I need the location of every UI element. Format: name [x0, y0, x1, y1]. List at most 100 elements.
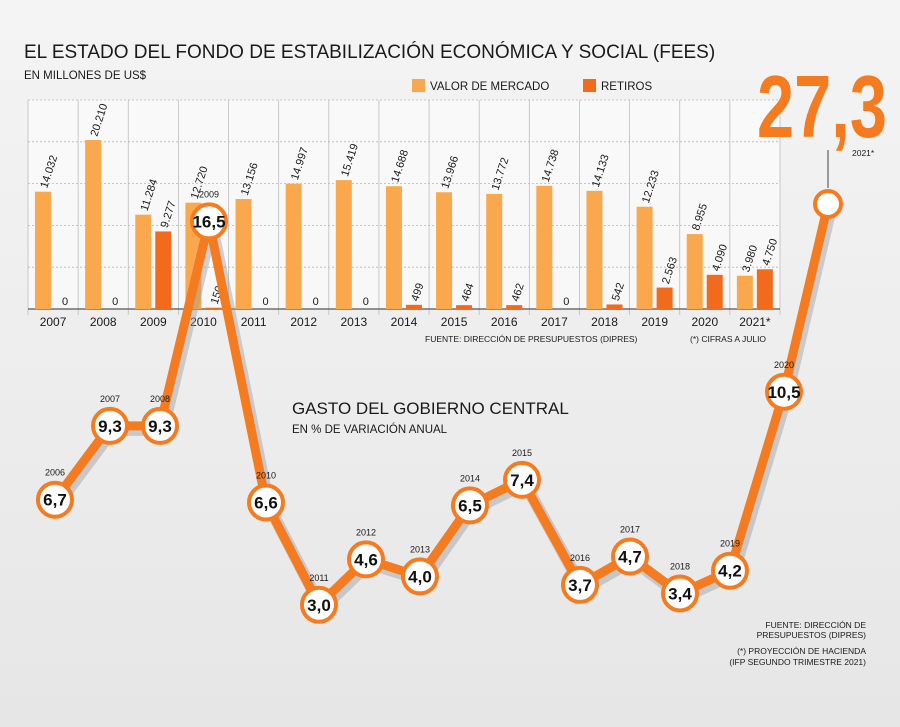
bar-label-withdrawals-2016: 462 — [510, 282, 527, 303]
point-value-2019: 4,2 — [718, 562, 742, 581]
point-marker-2017 — [611, 537, 649, 576]
bar-market-value-2007 — [35, 191, 51, 309]
bar-plot-background — [28, 100, 780, 309]
point-value-2018: 3,4 — [668, 584, 692, 603]
point-year-2016: 2016 — [570, 553, 590, 563]
bar-year-2021*: 2021* — [739, 315, 771, 329]
bar-label-withdrawals-2015: 464 — [460, 282, 477, 303]
bar-chart-title: EL ESTADO DEL FONDO DE ESTABILIZACIÓN EC… — [24, 41, 715, 63]
line-chart-footnote-line2: (IFP SEGUNDO TRIMESTRE 2021) — [729, 657, 866, 667]
bar-market-value-2013 — [335, 180, 352, 309]
bar-withdrawals-2018 — [606, 304, 623, 309]
bar-label-withdrawals-2012: 0 — [313, 296, 319, 308]
point-value-2013: 4,0 — [408, 567, 432, 586]
point-year-2018: 2018 — [670, 561, 690, 571]
bar-market-value-2009 — [135, 214, 152, 309]
bar-withdrawals-2015 — [456, 305, 473, 309]
line-chart-subtitle: EN % DE VARIACIÓN ANUAL — [292, 423, 448, 436]
bar-market-value-2011 — [235, 199, 252, 309]
point-marker-2020 — [765, 372, 803, 411]
bar-label-withdrawals-2013: 0 — [363, 296, 369, 308]
bar-withdrawals-2020 — [706, 274, 723, 309]
bar-withdrawals-2016 — [506, 305, 523, 309]
bar-label-withdrawals-2014: 499 — [409, 282, 426, 303]
point-marker-2007 — [91, 406, 129, 445]
point-marker-2021* — [813, 189, 843, 219]
point-marker-2006 — [36, 480, 74, 519]
bar-year-2007: 2007 — [40, 315, 67, 329]
point-value-2009: 16,5 — [192, 212, 225, 231]
line-chart-source-line1: FUENTE: DIRECCIÓN DE — [765, 620, 866, 630]
bar-label-withdrawals-2018: 542 — [610, 281, 627, 302]
bar-year-2015: 2015 — [441, 315, 468, 329]
bar-market-value-2008 — [85, 140, 102, 309]
bar-year-2018: 2018 — [591, 315, 618, 329]
legend-swatch-market-value — [412, 79, 425, 92]
point-marker-2011 — [300, 585, 338, 624]
bar-market-value-2018 — [586, 190, 603, 309]
point-year-2010: 2010 — [256, 471, 276, 481]
point-year-2015: 2015 — [512, 448, 532, 458]
point-marker-2013 — [401, 557, 439, 596]
bar-label-withdrawals-2017: 0 — [563, 296, 569, 308]
point-marker-2014 — [451, 486, 489, 525]
line-series-spending — [50, 199, 833, 610]
line-chart-source-line2: PRESUPUESTOS (DIPRES) — [757, 630, 867, 640]
bar-market-value-2017 — [536, 185, 553, 309]
point-value-2007: 9,3 — [98, 417, 122, 436]
point-year-2019: 2019 — [720, 539, 740, 549]
point-marker-2015 — [503, 460, 541, 499]
bar-chart-source: FUENTE: DIRECCIÓN DE PRESUPUESTOS (DIPRE… — [425, 334, 638, 344]
bar-label-withdrawals-2008: 0 — [112, 296, 118, 308]
bar-label-withdrawals-2011: 0 — [262, 296, 268, 308]
legend-swatch-withdrawals — [583, 79, 596, 92]
bar-year-2017: 2017 — [541, 315, 568, 329]
point-value-2014: 6,5 — [458, 496, 482, 515]
point-value-2010: 6,6 — [254, 494, 278, 513]
bar-withdrawals-2010 — [205, 307, 222, 309]
point-value-2011: 3,0 — [307, 596, 331, 615]
line-chart-title: GASTO DEL GOBIERNO CENTRAL — [292, 399, 569, 418]
point-year-2017: 2017 — [620, 525, 640, 535]
line-chart-plot: 6,7 2006 9,3 2007 9,3 2008 16,5 2009 6,6 2010 3,0 2… — [36, 150, 843, 624]
bar-market-value-2020 — [686, 234, 703, 309]
bar-year-2019: 2019 — [641, 315, 668, 329]
bar-year-2016: 2016 — [491, 315, 518, 329]
line-chart-footnote-line1: (*) PROYECCIÓN DE HACIENDA — [737, 646, 866, 656]
bar-chart-footnote: (*) CIFRAS A JULIO — [690, 334, 766, 344]
bar-chart-subtitle: EN MILLONES DE US$ — [24, 70, 147, 82]
point-value-2020: 10,5 — [767, 383, 800, 402]
bar-year-2020: 2020 — [691, 315, 718, 329]
point-marker-2008 — [141, 406, 179, 445]
point-year-2020: 2020 — [774, 360, 794, 370]
bar-withdrawals-2019 — [656, 287, 673, 309]
point-marker-2010 — [247, 483, 285, 522]
bar-market-value-2019 — [636, 206, 653, 309]
point-marker-2019 — [711, 551, 749, 590]
point-marker-2012 — [347, 540, 385, 579]
bar-market-value-2015 — [436, 192, 453, 309]
bar-year-2012: 2012 — [290, 315, 317, 329]
point-year-2013: 2013 — [410, 544, 430, 554]
point-year-2006: 2006 — [45, 468, 65, 478]
bar-chart-plot: 14.0320200720.2100200811.2849.277200912.… — [27, 99, 781, 329]
point-marker-2016 — [561, 565, 599, 604]
point-marker-2018 — [661, 574, 699, 613]
bar-withdrawals-2014 — [405, 304, 422, 309]
point-value-2015: 7,4 — [510, 471, 534, 490]
legend-label-market-value: VALOR DE MERCADO — [430, 81, 549, 93]
point-year-2008: 2008 — [150, 394, 170, 404]
point-year-2014: 2014 — [460, 473, 480, 483]
bar-year-2013: 2013 — [341, 315, 368, 329]
bar-withdrawals-2021* — [756, 269, 773, 309]
highlight-year: 2021* — [852, 148, 875, 158]
point-year-2009: 2009 — [199, 189, 219, 199]
bar-label-withdrawals-2007: 0 — [62, 296, 68, 308]
bar-withdrawals-2009 — [155, 231, 172, 309]
bar-year-2014: 2014 — [391, 315, 418, 329]
bar-year-2010: 2010 — [190, 315, 217, 329]
bar-year-2011: 2011 — [241, 315, 267, 329]
point-value-2008: 9,3 — [148, 417, 172, 436]
bar-year-2009: 2009 — [140, 315, 167, 329]
